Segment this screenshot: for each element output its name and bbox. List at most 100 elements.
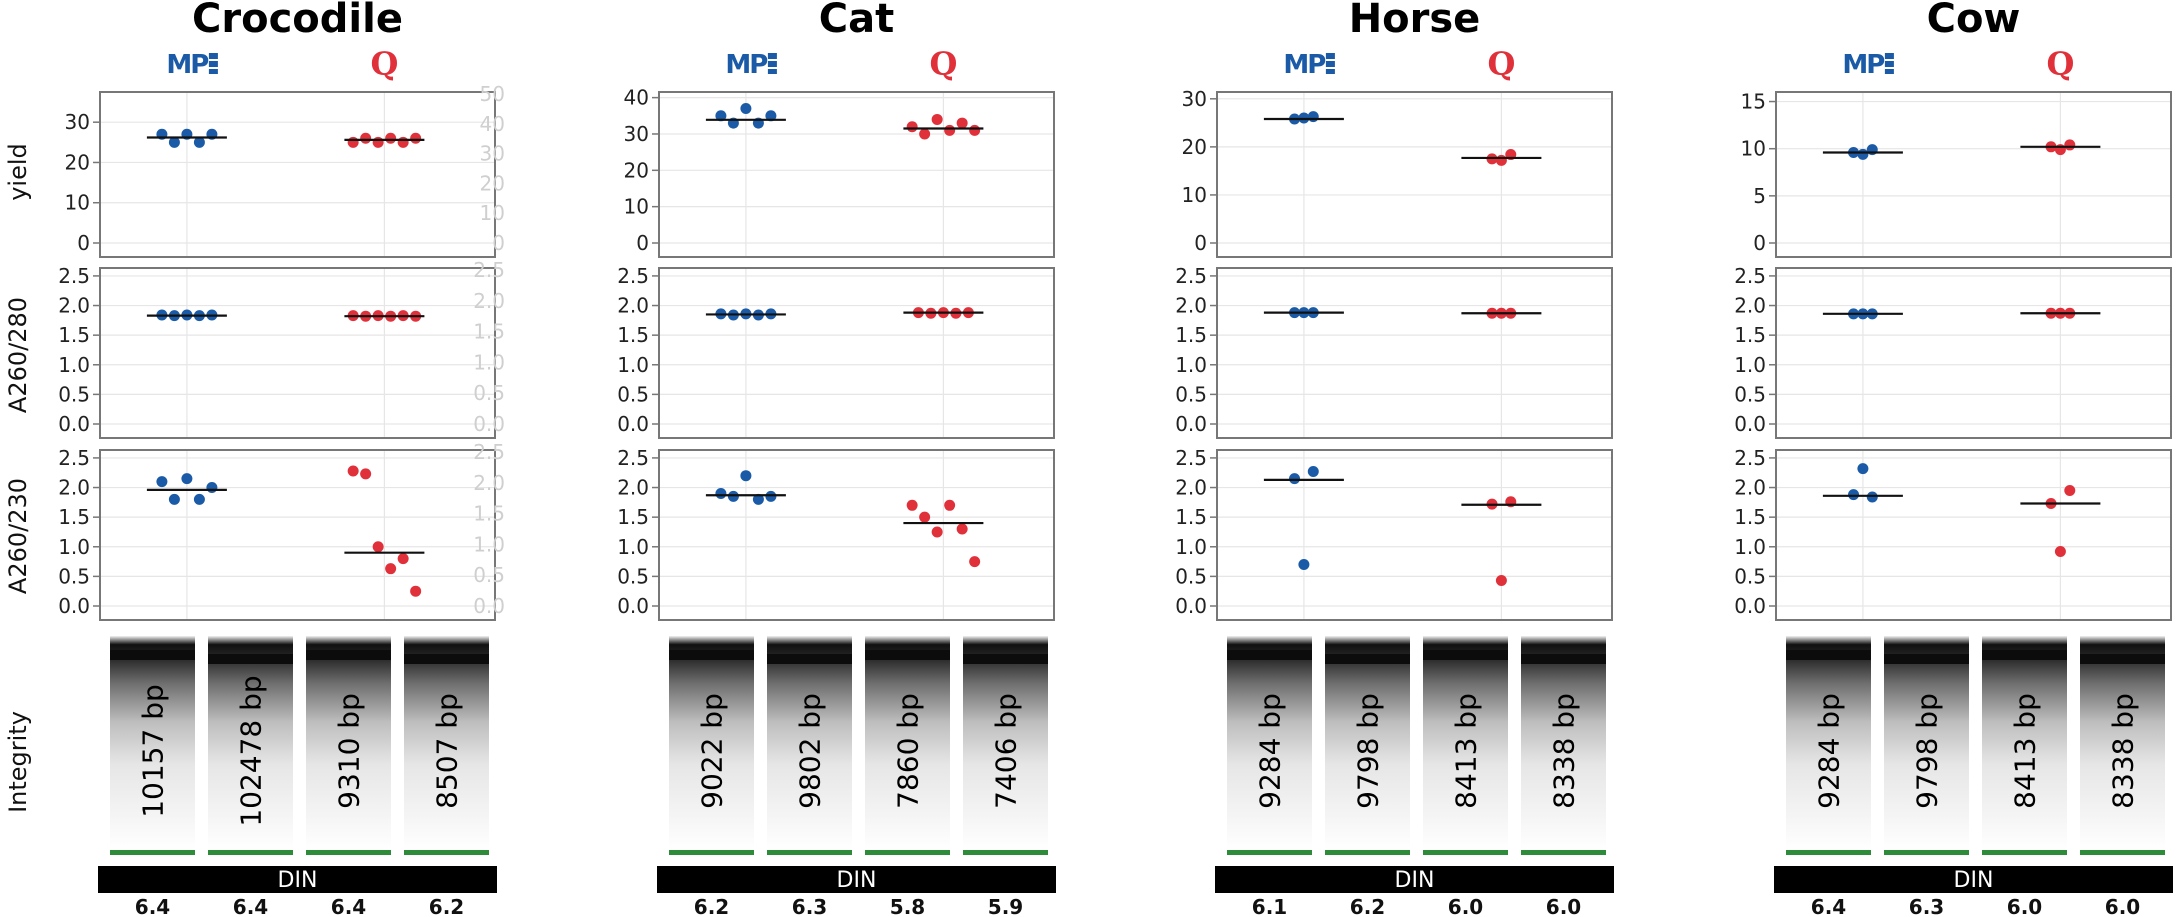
gel-lane: 7860 bp: [865, 636, 950, 855]
data-point-q: [931, 526, 943, 538]
y-tick-label: 0.0: [58, 594, 90, 618]
ghost-tick-label: 50: [480, 82, 505, 106]
data-point-q: [2064, 139, 2076, 151]
y-tick-label: 1.5: [1734, 505, 1766, 529]
mp-logo-block-icon: [208, 69, 218, 74]
din-label: DIN: [278, 868, 318, 893]
y-tick-label: 0.0: [1175, 594, 1207, 618]
gel-band: [963, 654, 1048, 664]
y-tick-label: 1.0: [1175, 535, 1207, 559]
data-point-mp: [168, 493, 180, 505]
panel-frame: [1775, 91, 2172, 258]
gel-smear: [2080, 636, 2165, 850]
y-tick-label: 1.0: [617, 353, 649, 377]
gel-smear: [404, 636, 489, 850]
gel-band: [404, 654, 489, 664]
din-value: 6.0: [1546, 895, 1581, 917]
ghost-tick-label: 40: [480, 112, 505, 136]
din-bar: [98, 866, 497, 893]
gel-band: [669, 650, 754, 660]
y-tick-label: 1.0: [1175, 353, 1207, 377]
panel-frame: [1775, 449, 2172, 621]
panel-frame: [1216, 267, 1613, 439]
data-point-mp: [1857, 148, 1869, 160]
marker-band: [2080, 850, 2165, 855]
gel-band: [1521, 654, 1606, 664]
panel-a260_280: 0.0 0.5 1.0 1.5 2.0 2.5: [1175, 264, 1613, 439]
gel-smear: [1325, 636, 1410, 850]
gel-smear: [110, 636, 195, 850]
y-tick-label: 0.5: [617, 564, 649, 588]
data-point-q: [397, 136, 409, 148]
y-tick-label: 1.5: [617, 323, 649, 347]
din-value: 6.4: [1811, 895, 1846, 917]
din-value: 6.0: [2105, 895, 2140, 917]
din-value: 5.9: [988, 895, 1023, 917]
y-tick-label: 2.0: [58, 476, 90, 500]
mp-logo-block-icon: [1325, 53, 1335, 59]
y-tick-label: 1.5: [58, 323, 90, 347]
marker-band: [110, 850, 195, 855]
data-point-q: [2054, 546, 2066, 558]
data-point-mp: [740, 103, 752, 115]
panel-yield: 0 10 20 30 40: [624, 86, 1055, 258]
y-tick-label: 1.0: [58, 353, 90, 377]
gel-band: [1325, 654, 1410, 664]
din-value: 6.2: [694, 895, 729, 917]
y-tick-label: 30: [65, 110, 90, 134]
data-point-mp: [715, 487, 727, 499]
data-point-mp: [193, 493, 205, 505]
gel-band: [1786, 650, 1871, 660]
gel-smear: [963, 636, 1048, 850]
y-tick-label: 10: [1182, 183, 1207, 207]
y-tick-label: 30: [1182, 87, 1207, 111]
column-title: Cow: [1927, 0, 2021, 42]
y-tick-label: 0.0: [58, 412, 90, 436]
y-tick-label: 1.5: [617, 505, 649, 529]
gel-lane: 9798 bp: [1325, 636, 1410, 855]
column-cat: Cat MP Q 0 10 20 30 40 0.0 0.5 1.0 1.5 2.0 2.5 0.0 0.5 1…: [617, 0, 1056, 917]
gel-lane: 9798 bp: [1884, 636, 1969, 855]
data-point-mp: [1298, 559, 1310, 571]
y-tick-label: 0.5: [1175, 564, 1207, 588]
gel-lane: 9022 bp: [669, 636, 754, 855]
y-tick-label: 2.0: [58, 294, 90, 318]
gel-band: [110, 650, 195, 660]
data-point-q: [372, 541, 384, 553]
data-point-mp: [740, 470, 752, 482]
y-tick-label: 2.5: [58, 446, 90, 470]
panel-a260_280: 0.0 0.5 1.0 1.5 2.0 2.5 0.0 0.5 1.0 1.5 2.0 2.5: [58, 258, 505, 439]
data-point-mp: [1307, 111, 1319, 123]
data-point-mp: [765, 110, 777, 122]
data-point-q: [360, 132, 372, 144]
y-tick-label: 5: [1753, 184, 1766, 208]
fragment-size-label: 9284 bp: [1813, 693, 1846, 809]
mp-logo-block-icon: [1325, 61, 1335, 67]
panel-a260_230: 0.0 0.5 1.0 1.5 2.0 2.5 0.0 0.5 1.0 1.5 2.0 2.5: [58, 440, 505, 621]
gel-lane: 9284 bp: [1227, 636, 1312, 855]
marker-band: [963, 850, 1048, 855]
din-value: 6.0: [1448, 895, 1483, 917]
gel-band: [1982, 650, 2067, 660]
ghost-tick-label: 2.0: [473, 289, 505, 313]
data-point-q: [347, 465, 359, 477]
marker-band: [669, 850, 754, 855]
panel-a260_280: 0.0 0.5 1.0 1.5 2.0 2.5: [617, 264, 1055, 439]
gel-band: [1423, 650, 1508, 660]
y-tick-label: 10: [65, 191, 90, 215]
marker-band: [208, 850, 293, 855]
fragment-size-label: 10157 bp: [137, 684, 170, 818]
din-bar: [657, 866, 1056, 893]
marker-band: [865, 850, 950, 855]
data-point-mp: [727, 490, 739, 502]
y-tick-label: 2.0: [617, 294, 649, 318]
fragment-size-label: 102478 bp: [235, 675, 268, 826]
y-tick-label: 0: [1753, 231, 1766, 255]
gel-smear: [1227, 636, 1312, 850]
method-label-mp: MP: [1283, 50, 1325, 80]
y-tick-label: 0.5: [58, 564, 90, 588]
data-point-q: [385, 563, 397, 575]
gel-lane: 10157 bp: [110, 636, 195, 855]
y-tick-label: 2.5: [1734, 264, 1766, 288]
